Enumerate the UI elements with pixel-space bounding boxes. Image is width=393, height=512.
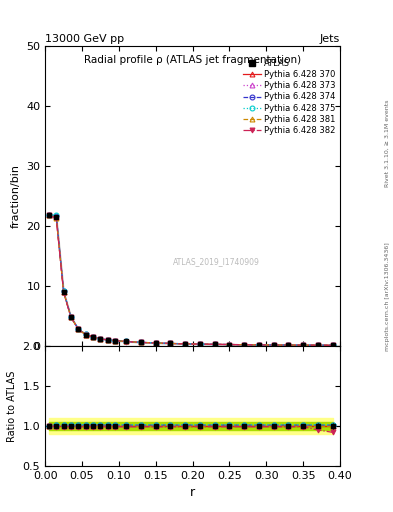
X-axis label: r: r — [190, 486, 195, 499]
Y-axis label: fraction/bin: fraction/bin — [11, 164, 21, 228]
Text: Radial profile ρ (ATLAS jet fragmentation): Radial profile ρ (ATLAS jet fragmentatio… — [84, 55, 301, 65]
Text: mcplots.cern.ch [arXiv:1306.3436]: mcplots.cern.ch [arXiv:1306.3436] — [385, 243, 389, 351]
Text: 13000 GeV pp: 13000 GeV pp — [45, 33, 124, 44]
Text: ATLAS_2019_I1740909: ATLAS_2019_I1740909 — [173, 258, 260, 267]
Y-axis label: Ratio to ATLAS: Ratio to ATLAS — [7, 370, 17, 442]
Text: Rivet 3.1.10, ≥ 3.1M events: Rivet 3.1.10, ≥ 3.1M events — [385, 100, 389, 187]
Text: Jets: Jets — [320, 33, 340, 44]
Legend: ATLAS, Pythia 6.428 370, Pythia 6.428 373, Pythia 6.428 374, Pythia 6.428 375, P: ATLAS, Pythia 6.428 370, Pythia 6.428 37… — [242, 59, 336, 135]
